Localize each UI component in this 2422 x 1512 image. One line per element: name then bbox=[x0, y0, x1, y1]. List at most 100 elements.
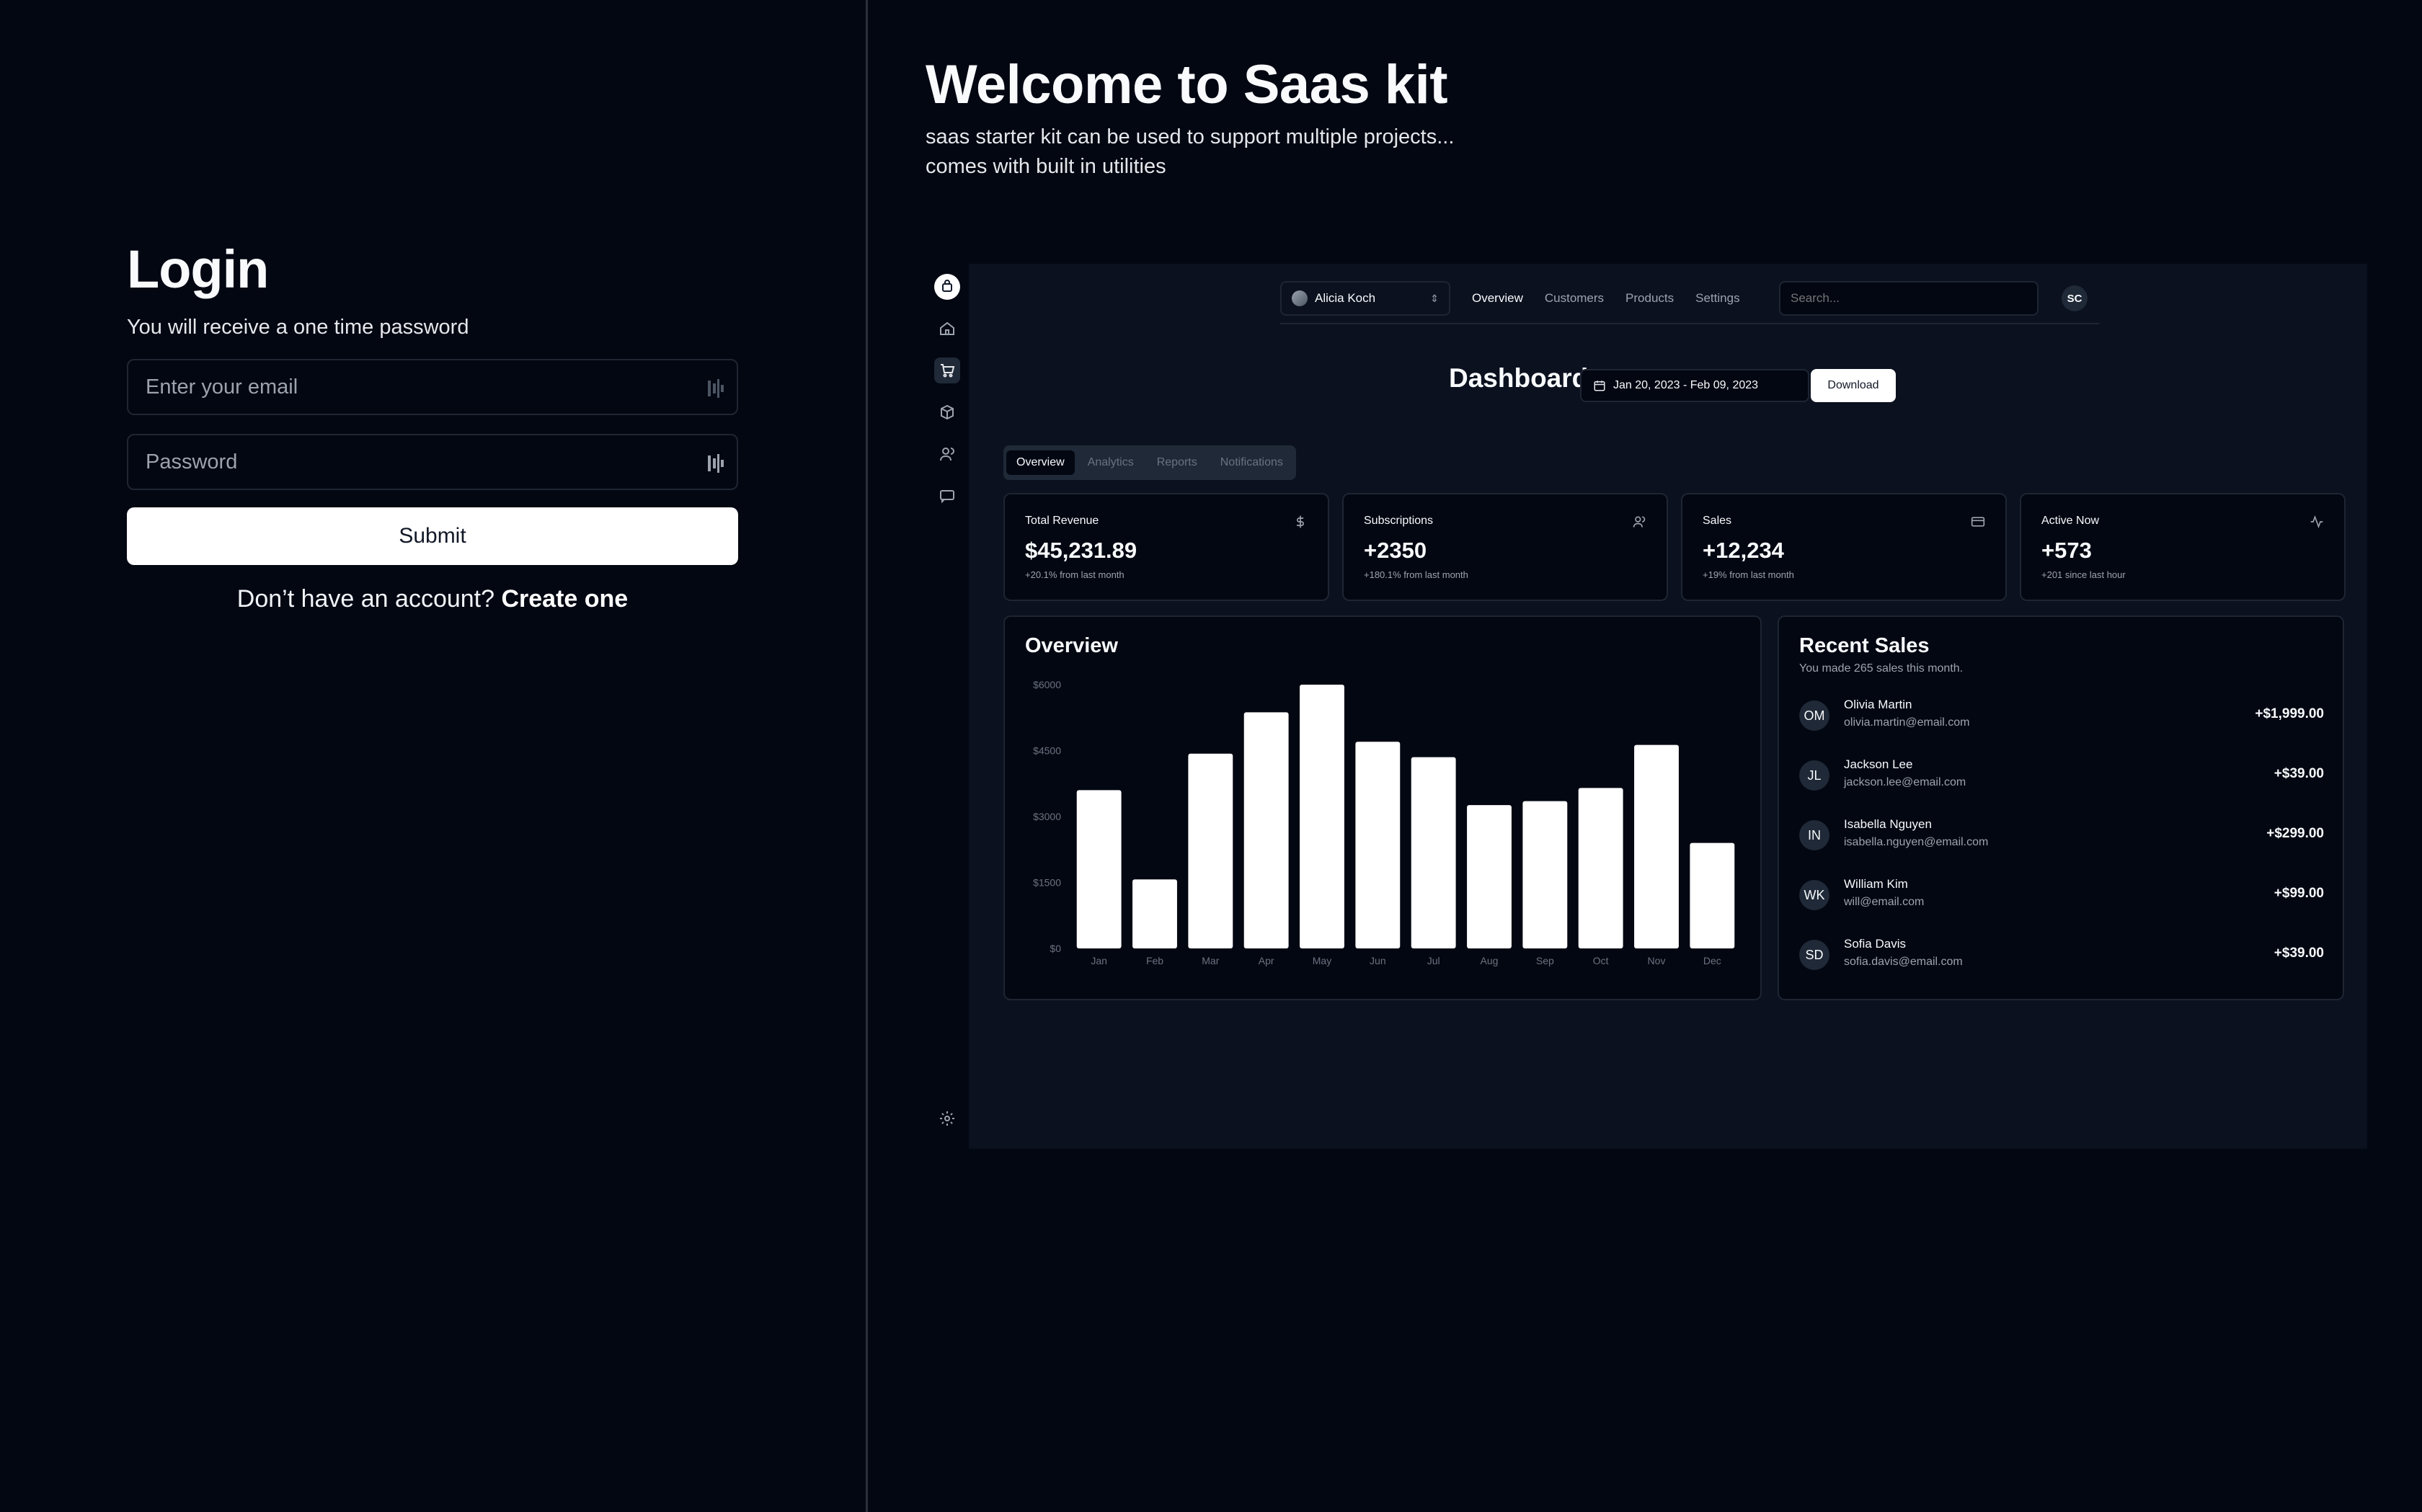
account-avatar bbox=[1292, 290, 1308, 306]
bar-dec[interactable] bbox=[1690, 842, 1735, 948]
welcome-line-2: comes with built in utilities bbox=[926, 155, 1166, 178]
x-tick-label: Dec bbox=[1703, 955, 1721, 966]
nav-settings[interactable]: Settings bbox=[1695, 291, 1740, 305]
sale-name: Isabella Nguyen bbox=[1844, 817, 1932, 831]
welcome-section: Welcome to Saas kit saas starter kit can… bbox=[926, 52, 1454, 182]
users-icon bbox=[1633, 516, 1646, 528]
bar-nov[interactable] bbox=[1634, 744, 1679, 948]
nav-customers[interactable]: Customers bbox=[1544, 291, 1605, 305]
main-nav: Overview Customers Products Settings bbox=[1472, 281, 1740, 316]
sale-name: William Kim bbox=[1844, 877, 1908, 891]
overview-chart-title: Overview bbox=[1025, 634, 1118, 657]
overview-bar-chart: $0 $1500 $3000 $4500 $6000 Jan Feb Mar Apr May Jun… bbox=[1033, 679, 1735, 966]
welcome-title: Welcome to Saas kit bbox=[926, 54, 1448, 115]
activity-icon bbox=[2310, 515, 2323, 529]
y-tick-label: $3000 bbox=[1033, 811, 1061, 822]
password-input[interactable] bbox=[128, 435, 737, 489]
email-field-wrapper bbox=[127, 359, 738, 415]
login-form: Login You will receive a one time passwo… bbox=[127, 238, 738, 613]
x-tick-label: Jan bbox=[1091, 955, 1107, 966]
bar-may[interactable] bbox=[1300, 685, 1344, 948]
y-tick-label: $4500 bbox=[1033, 745, 1061, 757]
password-field-wrapper bbox=[127, 434, 738, 490]
package-icon[interactable] bbox=[934, 399, 960, 425]
avatar: IN bbox=[1799, 820, 1829, 850]
icon-rail bbox=[926, 264, 969, 1149]
avatar: WK bbox=[1799, 880, 1829, 910]
signup-prompt: Don’t have an account? Create one bbox=[127, 585, 738, 613]
recent-sales-card: Recent Sales You made 265 sales this mon… bbox=[1778, 615, 2344, 1000]
tab-analytics[interactable]: Analytics bbox=[1087, 456, 1134, 468]
avatar: JL bbox=[1799, 760, 1829, 791]
sale-amount: +$39.00 bbox=[2274, 766, 2324, 781]
pane-divider bbox=[866, 0, 868, 1512]
bar-jan[interactable] bbox=[1076, 790, 1122, 948]
message-icon[interactable] bbox=[934, 483, 960, 509]
dollar-icon bbox=[1297, 515, 1304, 528]
bar-feb[interactable] bbox=[1132, 879, 1177, 948]
bar-jun[interactable] bbox=[1355, 742, 1401, 948]
x-tick-label: Sep bbox=[1536, 955, 1554, 966]
date-range-picker[interactable]: Jan 20, 2023 - Feb 09, 2023 bbox=[1580, 369, 1809, 402]
sale-email: will@email.com bbox=[1844, 896, 1925, 908]
password-manager-icon[interactable] bbox=[706, 453, 729, 474]
gear-icon[interactable] bbox=[934, 1106, 960, 1131]
user-avatar[interactable]: SC bbox=[2062, 285, 2088, 311]
sale-email: jackson.lee@email.com bbox=[1844, 776, 1966, 788]
bar-aug[interactable] bbox=[1467, 805, 1512, 948]
tab-overview[interactable]: Overview bbox=[1006, 450, 1075, 475]
overview-chart-card: Overview $0 $1500 $3000 $4500 $6000 Jan Feb Mar… bbox=[1003, 615, 1762, 1000]
x-tick-label: Jun bbox=[1370, 955, 1386, 966]
stat-card-subtext: +20.1% from last month bbox=[1025, 569, 1124, 580]
dashboard-tabs: Overview Analytics Reports Notifications bbox=[1003, 445, 1296, 480]
stat-card-title: Sales bbox=[1703, 515, 1732, 527]
x-tick-label: Oct bbox=[1593, 955, 1609, 966]
account-switcher[interactable]: Alicia Koch ⇕ bbox=[1280, 281, 1450, 316]
password-manager-icon[interactable] bbox=[706, 378, 729, 399]
users-icon[interactable] bbox=[934, 441, 960, 467]
tab-notifications[interactable]: Notifications bbox=[1220, 456, 1283, 468]
nav-overview[interactable]: Overview bbox=[1472, 291, 1523, 305]
login-subtitle: You will receive a one time password bbox=[127, 316, 469, 339]
cart-icon[interactable] bbox=[934, 357, 960, 383]
stat-card-value: $45,231.89 bbox=[1025, 538, 1137, 563]
avatar: SD bbox=[1799, 940, 1829, 970]
x-tick-label: Nov bbox=[1648, 955, 1666, 966]
home-icon[interactable] bbox=[934, 316, 960, 342]
bar-sep[interactable] bbox=[1522, 801, 1568, 948]
bar-mar[interactable] bbox=[1188, 753, 1233, 948]
recent-sales-title: Recent Sales bbox=[1799, 634, 1930, 657]
login-pane: Login You will receive a one time passwo… bbox=[0, 0, 866, 1512]
x-tick-label: May bbox=[1313, 955, 1331, 966]
account-name: Alicia Koch bbox=[1315, 291, 1376, 305]
x-tick-label: Jul bbox=[1427, 955, 1440, 966]
x-tick-label: Apr bbox=[1259, 955, 1274, 966]
dashboard-preview: Alicia Koch ⇕ Overview Customers Product… bbox=[926, 264, 2367, 1149]
sale-amount: +$299.00 bbox=[2266, 826, 2324, 841]
date-range-text: Jan 20, 2023 - Feb 09, 2023 bbox=[1613, 379, 1759, 391]
search-input[interactable] bbox=[1779, 281, 2039, 316]
welcome-line-1: saas starter kit can be used to support … bbox=[926, 125, 1455, 148]
dashboard: Alicia Koch ⇕ Overview Customers Product… bbox=[969, 264, 2367, 1149]
nav-products[interactable]: Products bbox=[1625, 291, 1674, 305]
bar-jul[interactable] bbox=[1411, 757, 1456, 948]
stat-card-subtext: +180.1% from last month bbox=[1364, 569, 1468, 580]
bar-oct[interactable] bbox=[1578, 788, 1623, 948]
sale-email: sofia.davis@email.com bbox=[1844, 956, 1963, 968]
stat-card-subscriptions: Subscriptions +2350 +180.1% from last mo… bbox=[1342, 493, 1668, 601]
bar-apr[interactable] bbox=[1243, 712, 1289, 948]
chevron-up-down-icon: ⇕ bbox=[1430, 292, 1439, 304]
sale-amount: +$1,999.00 bbox=[2255, 706, 2324, 721]
recent-sales-subtitle: You made 265 sales this month. bbox=[1799, 662, 1964, 675]
submit-button[interactable]: Submit bbox=[127, 507, 738, 565]
signup-prompt-text: Don’t have an account? bbox=[236, 585, 495, 613]
stat-card-active: Active Now +573 +201 since last hour bbox=[2020, 493, 2346, 601]
email-input[interactable] bbox=[128, 360, 737, 414]
download-button[interactable]: Download bbox=[1811, 369, 1896, 402]
tab-reports[interactable]: Reports bbox=[1156, 456, 1197, 468]
calendar-icon bbox=[1594, 381, 1605, 391]
stat-card-sales: Sales +12,234 +19% from last month bbox=[1681, 493, 2007, 601]
y-tick-label: $0 bbox=[1050, 943, 1061, 954]
create-account-link[interactable]: Create one bbox=[501, 585, 629, 613]
logo-icon[interactable] bbox=[934, 274, 960, 300]
